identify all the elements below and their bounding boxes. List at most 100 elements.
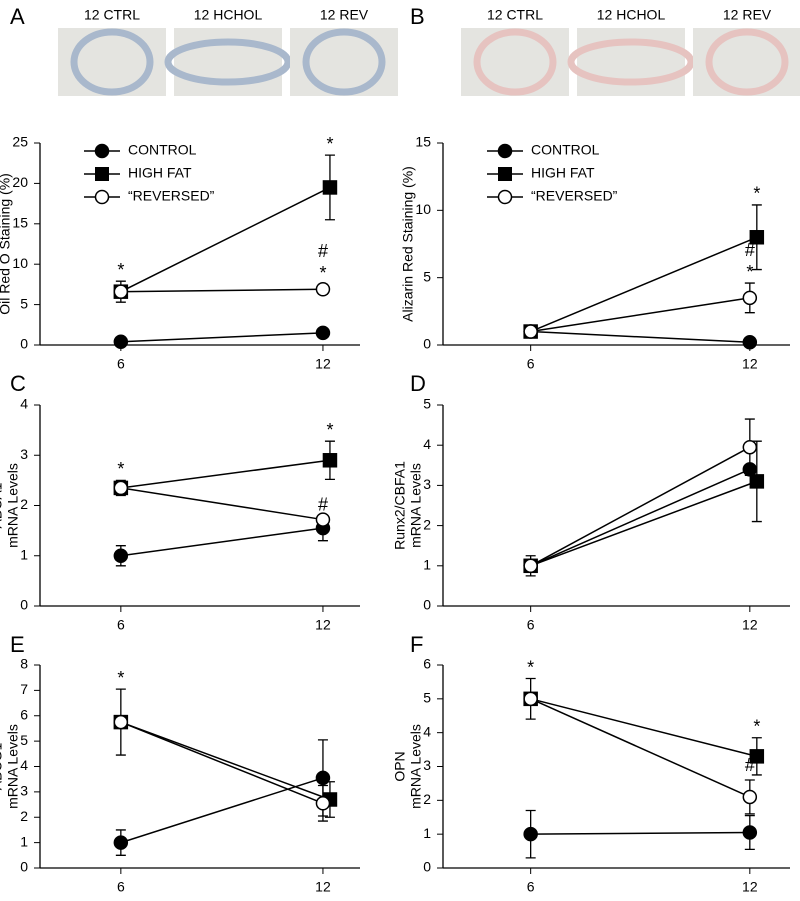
- marker: [113, 548, 129, 563]
- histology-image: [174, 28, 282, 96]
- tissue: [473, 28, 557, 96]
- marker: [749, 474, 765, 489]
- y-tick-label: 1: [423, 825, 431, 841]
- marker: [523, 826, 538, 842]
- marker: [742, 789, 758, 805]
- series-line: [530, 698, 758, 758]
- y-axis-label: mRNA Levels: [408, 724, 424, 809]
- y-tick-label: 2: [20, 808, 28, 824]
- series-line: [120, 721, 324, 804]
- series-line: [530, 480, 758, 567]
- panel-label: C: [10, 371, 26, 396]
- legend-label: HIGH FAT: [531, 165, 595, 181]
- legend-label: CONTROL: [531, 142, 600, 158]
- marker: [749, 230, 765, 245]
- marker: [113, 284, 129, 299]
- series-line: [120, 527, 324, 557]
- y-tick-label: 20: [12, 174, 28, 190]
- significance-mark: *: [527, 657, 534, 677]
- series-line: [530, 831, 750, 835]
- y-tick-label: 3: [20, 783, 28, 799]
- image-label: 12 HCHOL: [194, 7, 263, 23]
- legend-marker: [95, 167, 109, 181]
- panel-label: F: [410, 632, 423, 657]
- y-tick-label: 2: [423, 791, 431, 807]
- marker: [523, 691, 538, 707]
- significance-mark: *: [326, 134, 333, 154]
- y-axis-label: ABCG1: [0, 743, 5, 791]
- image-label: 12 REV: [723, 7, 772, 23]
- y-tick-label: 4: [423, 436, 431, 452]
- marker: [742, 335, 758, 350]
- x-tick-label: 6: [117, 617, 125, 633]
- series-line: [530, 446, 751, 567]
- marker: [742, 439, 758, 455]
- tissue: [164, 38, 292, 86]
- series-line: [120, 332, 323, 343]
- series-line: [120, 777, 324, 844]
- series-line: [530, 330, 750, 344]
- series-line: [120, 721, 331, 801]
- significance-mark: *: [753, 184, 760, 204]
- marker: [113, 714, 129, 730]
- y-tick-label: 5: [423, 690, 431, 706]
- significance-mark: #: [745, 240, 755, 260]
- y-tick-label: 3: [423, 476, 431, 492]
- y-tick-label: 6: [20, 706, 28, 722]
- y-tick-label: 15: [12, 215, 28, 231]
- x-tick-label: 12: [315, 879, 331, 895]
- marker: [315, 796, 331, 811]
- marker: [113, 334, 129, 350]
- y-tick-label: 1: [20, 833, 28, 849]
- y-tick-label: 5: [423, 396, 431, 412]
- marker: [113, 835, 129, 850]
- series-line: [530, 468, 751, 567]
- series-line: [120, 186, 331, 293]
- y-axis-label: OPN: [392, 751, 408, 781]
- panel-label: A: [10, 4, 25, 29]
- y-tick-label: 5: [20, 732, 28, 748]
- y-tick-label: 6: [423, 656, 431, 672]
- significance-mark: *: [117, 459, 124, 479]
- image-label: 12 HCHOL: [597, 7, 666, 23]
- series-line: [120, 459, 331, 489]
- tissue: [705, 28, 789, 96]
- y-tick-label: 4: [20, 396, 28, 412]
- y-tick-label: 5: [423, 268, 431, 284]
- x-tick-label: 12: [742, 879, 758, 895]
- tissue: [567, 38, 695, 86]
- y-axis-label: Alizarin Red Staining (%): [400, 166, 416, 322]
- marker: [315, 281, 331, 297]
- significance-mark: #: [745, 755, 755, 775]
- legend-label: HIGH FAT: [128, 165, 192, 181]
- image-label: 12 CTRL: [487, 7, 543, 23]
- legend-label: CONTROL: [128, 142, 197, 158]
- legend-marker: [497, 143, 513, 159]
- legend-label: “REVERSED”: [531, 188, 618, 204]
- significance-mark: #: [318, 241, 328, 261]
- tissue: [302, 28, 386, 96]
- significance-mark: *: [753, 716, 760, 736]
- x-tick-label: 6: [527, 879, 535, 895]
- legend-marker: [497, 189, 513, 205]
- y-tick-label: 25: [12, 134, 28, 150]
- y-tick-label: 0: [423, 597, 431, 613]
- y-tick-label: 10: [12, 255, 28, 271]
- y-tick-label: 2: [20, 496, 28, 512]
- series-line: [530, 297, 750, 333]
- y-tick-label: 0: [20, 597, 28, 613]
- y-tick-label: 3: [423, 757, 431, 773]
- marker: [315, 770, 331, 786]
- y-tick-label: 0: [423, 336, 431, 352]
- marker: [322, 453, 338, 468]
- y-axis-label: Runx2/CBFA1: [392, 461, 408, 550]
- y-tick-label: 8: [20, 656, 28, 672]
- y-axis-label: Oil Red O Staining (%): [0, 173, 13, 315]
- significance-mark: *: [746, 262, 753, 282]
- marker: [523, 558, 538, 574]
- marker: [315, 325, 331, 341]
- legend-marker: [94, 143, 110, 159]
- marker: [749, 749, 765, 764]
